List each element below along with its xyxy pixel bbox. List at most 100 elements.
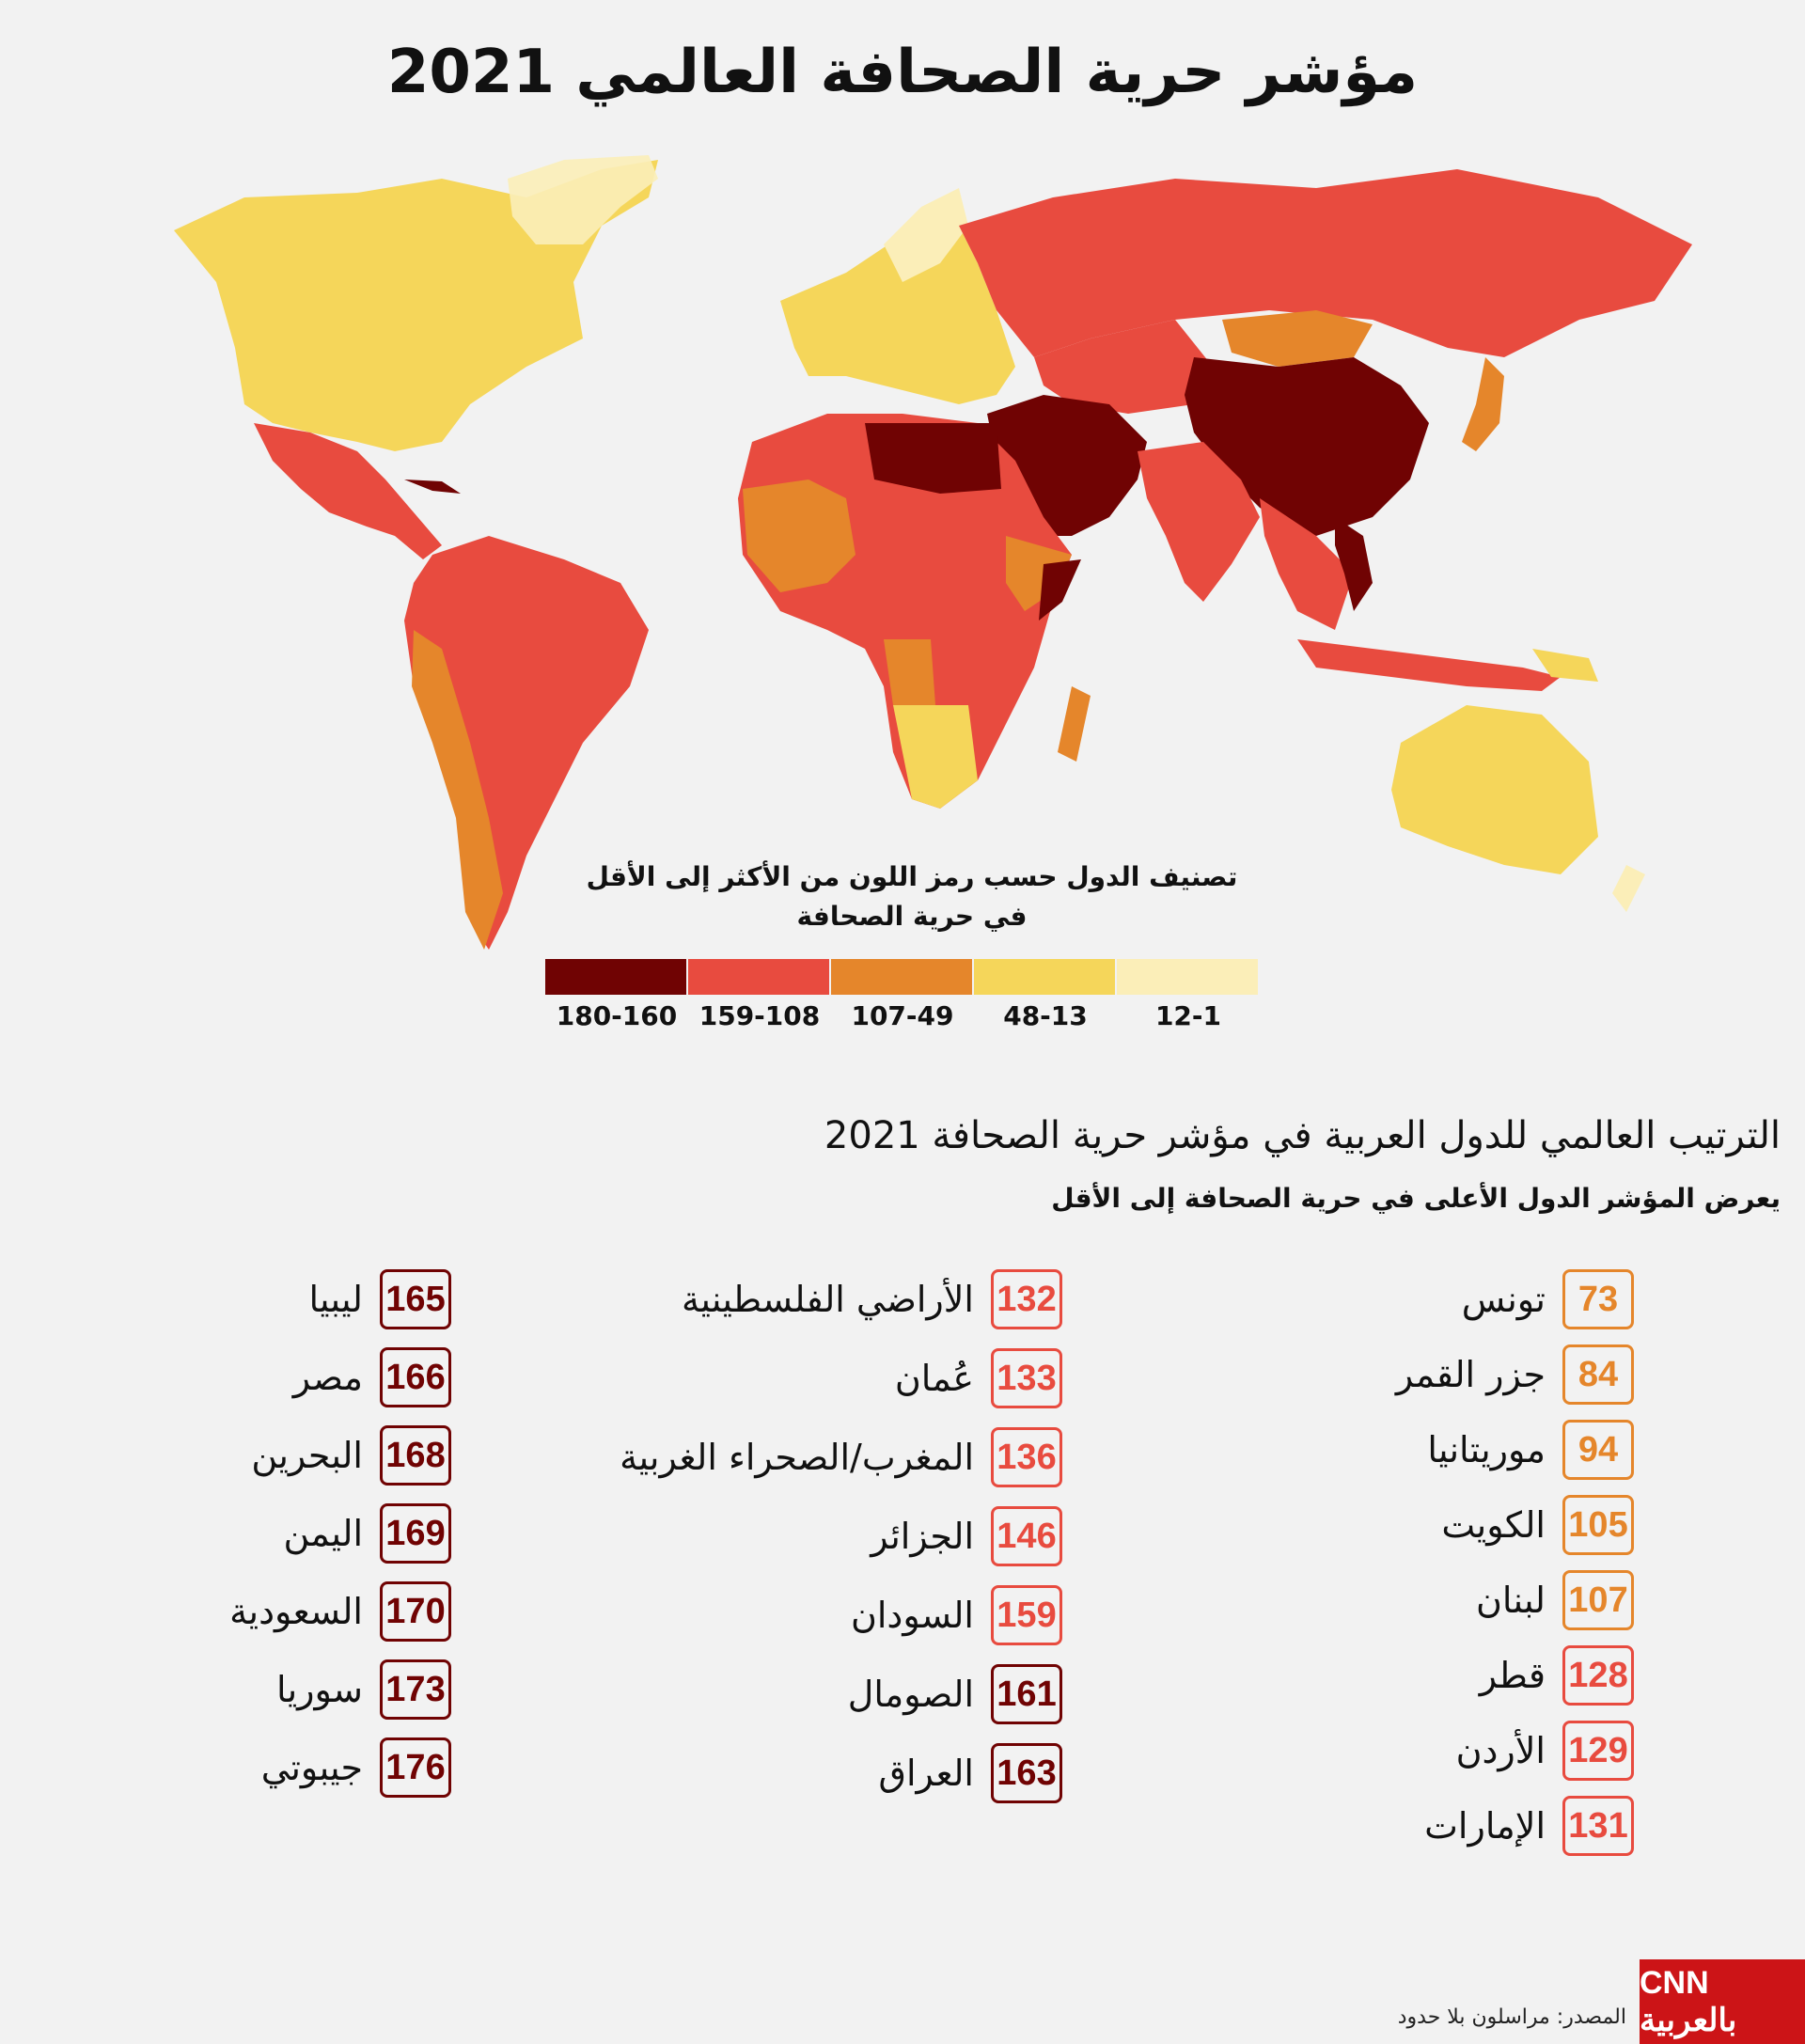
- rank-badge: 146: [991, 1506, 1062, 1566]
- legend-title-line2: في حرية الصحافة: [796, 901, 1028, 932]
- rank-row: 170 السعودية: [0, 1581, 451, 1642]
- country-name: اليمن: [283, 1513, 364, 1554]
- rank-row: 133 عُمان: [404, 1348, 1062, 1408]
- rank-badge: 173: [380, 1659, 451, 1720]
- legend-label: 107-49: [851, 1000, 954, 1031]
- rank-badge: 168: [380, 1425, 451, 1486]
- section-title: الترتيب العالمي للدول العربية في مؤشر حر…: [824, 1114, 1781, 1157]
- rank-badge: 131: [1562, 1796, 1634, 1856]
- legend-label: 12-1: [1154, 1000, 1222, 1031]
- legend-label: 180-160: [556, 1000, 678, 1031]
- rank-badge: 170: [380, 1581, 451, 1642]
- map-cuba: [404, 480, 461, 494]
- country-name: جزر القمر: [1395, 1354, 1546, 1395]
- map-indonesia: [1297, 639, 1561, 691]
- country-name: سوريا: [276, 1669, 363, 1710]
- map-greenland: [508, 155, 658, 244]
- page-title: مؤشر حرية الصحافة العالمي 2021: [386, 38, 1419, 107]
- rank-badge: 73: [1562, 1269, 1634, 1329]
- legend-swatch: [1117, 959, 1260, 995]
- legend-swatch: [688, 959, 831, 995]
- rank-row: 146 الجزائر: [404, 1506, 1062, 1566]
- rank-column-2: 132 الأراضي الفلسطينية 133 عُمان 136 المغرب/ا…: [404, 1269, 1062, 1822]
- rank-row: 165 ليبيا: [0, 1269, 451, 1329]
- map-europe: [780, 226, 1015, 404]
- world-map: [0, 141, 1805, 959]
- rank-row: 107 لبنان: [976, 1570, 1634, 1630]
- rank-row: 161 الصومال: [404, 1664, 1062, 1724]
- legend-swatch: [545, 959, 688, 995]
- country-name: السعودية: [229, 1591, 363, 1632]
- legend-labels: 12-1 48-13 107-49 159-108 180-160: [545, 997, 1260, 1031]
- country-name: تونس: [1461, 1279, 1546, 1320]
- cnn-arabic-logo: CNN بالعربية: [1640, 1959, 1805, 2044]
- country-name: جيبوتي: [260, 1747, 363, 1788]
- rank-badge: 84: [1562, 1344, 1634, 1405]
- country-name: ليبيا: [308, 1279, 363, 1320]
- rank-row: 84 جزر القمر: [976, 1344, 1634, 1405]
- rank-row: 131 الإمارات: [976, 1796, 1634, 1856]
- rank-badge: 159: [991, 1585, 1062, 1645]
- legend-title: تصنيف الدول حسب رمز اللون من الأكثر إلى …: [564, 857, 1260, 936]
- rank-badge: 132: [991, 1269, 1062, 1329]
- rank-row: 132 الأراضي الفلسطينية: [404, 1269, 1062, 1329]
- rank-row: 105 الكويت: [976, 1495, 1634, 1555]
- map-russia: [959, 169, 1692, 357]
- country-name: عُمان: [894, 1358, 974, 1399]
- rank-row: 176 جيبوتي: [0, 1737, 451, 1798]
- rank-badge: 169: [380, 1503, 451, 1564]
- country-name: موريتانيا: [1427, 1429, 1546, 1470]
- rank-row: 136 المغرب/الصحراء الغربية: [404, 1427, 1062, 1487]
- map-new-guinea: [1532, 649, 1598, 682]
- rank-badge: 165: [380, 1269, 451, 1329]
- map-mongolia: [1222, 310, 1373, 367]
- map-southern-africa: [893, 705, 978, 809]
- rank-row: 166 مصر: [0, 1347, 451, 1407]
- map-south-america: [404, 536, 649, 950]
- map-central-asia: [1034, 320, 1213, 414]
- country-name: الصومال: [847, 1674, 974, 1715]
- rank-row: 169 اليمن: [0, 1503, 451, 1564]
- rank-column-1: 73 تونس 84 جزر القمر 94 موريتانيا 105 الكويت 107…: [976, 1269, 1634, 1871]
- rank-row: 173 سوريا: [0, 1659, 451, 1720]
- map-west-africa: [743, 480, 855, 592]
- map-india: [1138, 442, 1260, 602]
- country-name: مصر: [292, 1357, 363, 1398]
- source-note: المصدر: مراسلون بلا حدود: [1397, 2005, 1626, 2029]
- map-horn-africa: [1006, 536, 1072, 611]
- country-name: الجزائر: [871, 1516, 974, 1557]
- legend-label: 159-108: [698, 1000, 821, 1031]
- country-name: الأردن: [1455, 1730, 1546, 1771]
- country-name: الكويت: [1441, 1504, 1546, 1546]
- rank-badge: 94: [1562, 1420, 1634, 1480]
- country-name: المغرب/الصحراء الغربية: [620, 1437, 974, 1478]
- rank-badge: 105: [1562, 1495, 1634, 1555]
- map-new-zealand: [1612, 865, 1645, 912]
- map-madagascar: [1058, 686, 1091, 762]
- map-australia: [1391, 705, 1598, 874]
- rank-row: 159 السودان: [404, 1585, 1062, 1645]
- legend-swatch: [974, 959, 1117, 995]
- rank-badge: 136: [991, 1427, 1062, 1487]
- rank-row: 129 الأردن: [976, 1721, 1634, 1781]
- map-vietnam: [1335, 517, 1373, 611]
- country-name: لبنان: [1476, 1580, 1546, 1621]
- rank-row: 94 موريتانيا: [976, 1420, 1634, 1480]
- rank-row: 73 تونس: [976, 1269, 1634, 1329]
- map-somalia: [1039, 559, 1081, 621]
- map-angola: [884, 639, 935, 705]
- legend-title-line1: تصنيف الدول حسب رمز اللون من الأكثر إلى …: [586, 861, 1238, 892]
- country-name: العراق: [878, 1753, 974, 1794]
- legend-swatch: [831, 959, 974, 995]
- map-japan: [1462, 357, 1504, 451]
- map-central-america: [254, 423, 442, 559]
- rank-badge: 161: [991, 1664, 1062, 1724]
- rank-badge: 176: [380, 1737, 451, 1798]
- rank-badge: 129: [1562, 1721, 1634, 1781]
- rank-row: 128 قطر: [976, 1645, 1634, 1706]
- country-name: الأراضي الفلسطينية: [682, 1279, 974, 1320]
- legend-label: 48-13: [1003, 1000, 1088, 1031]
- map-andes: [412, 630, 503, 950]
- rank-badge: 133: [991, 1348, 1062, 1408]
- country-name: الإمارات: [1424, 1805, 1546, 1847]
